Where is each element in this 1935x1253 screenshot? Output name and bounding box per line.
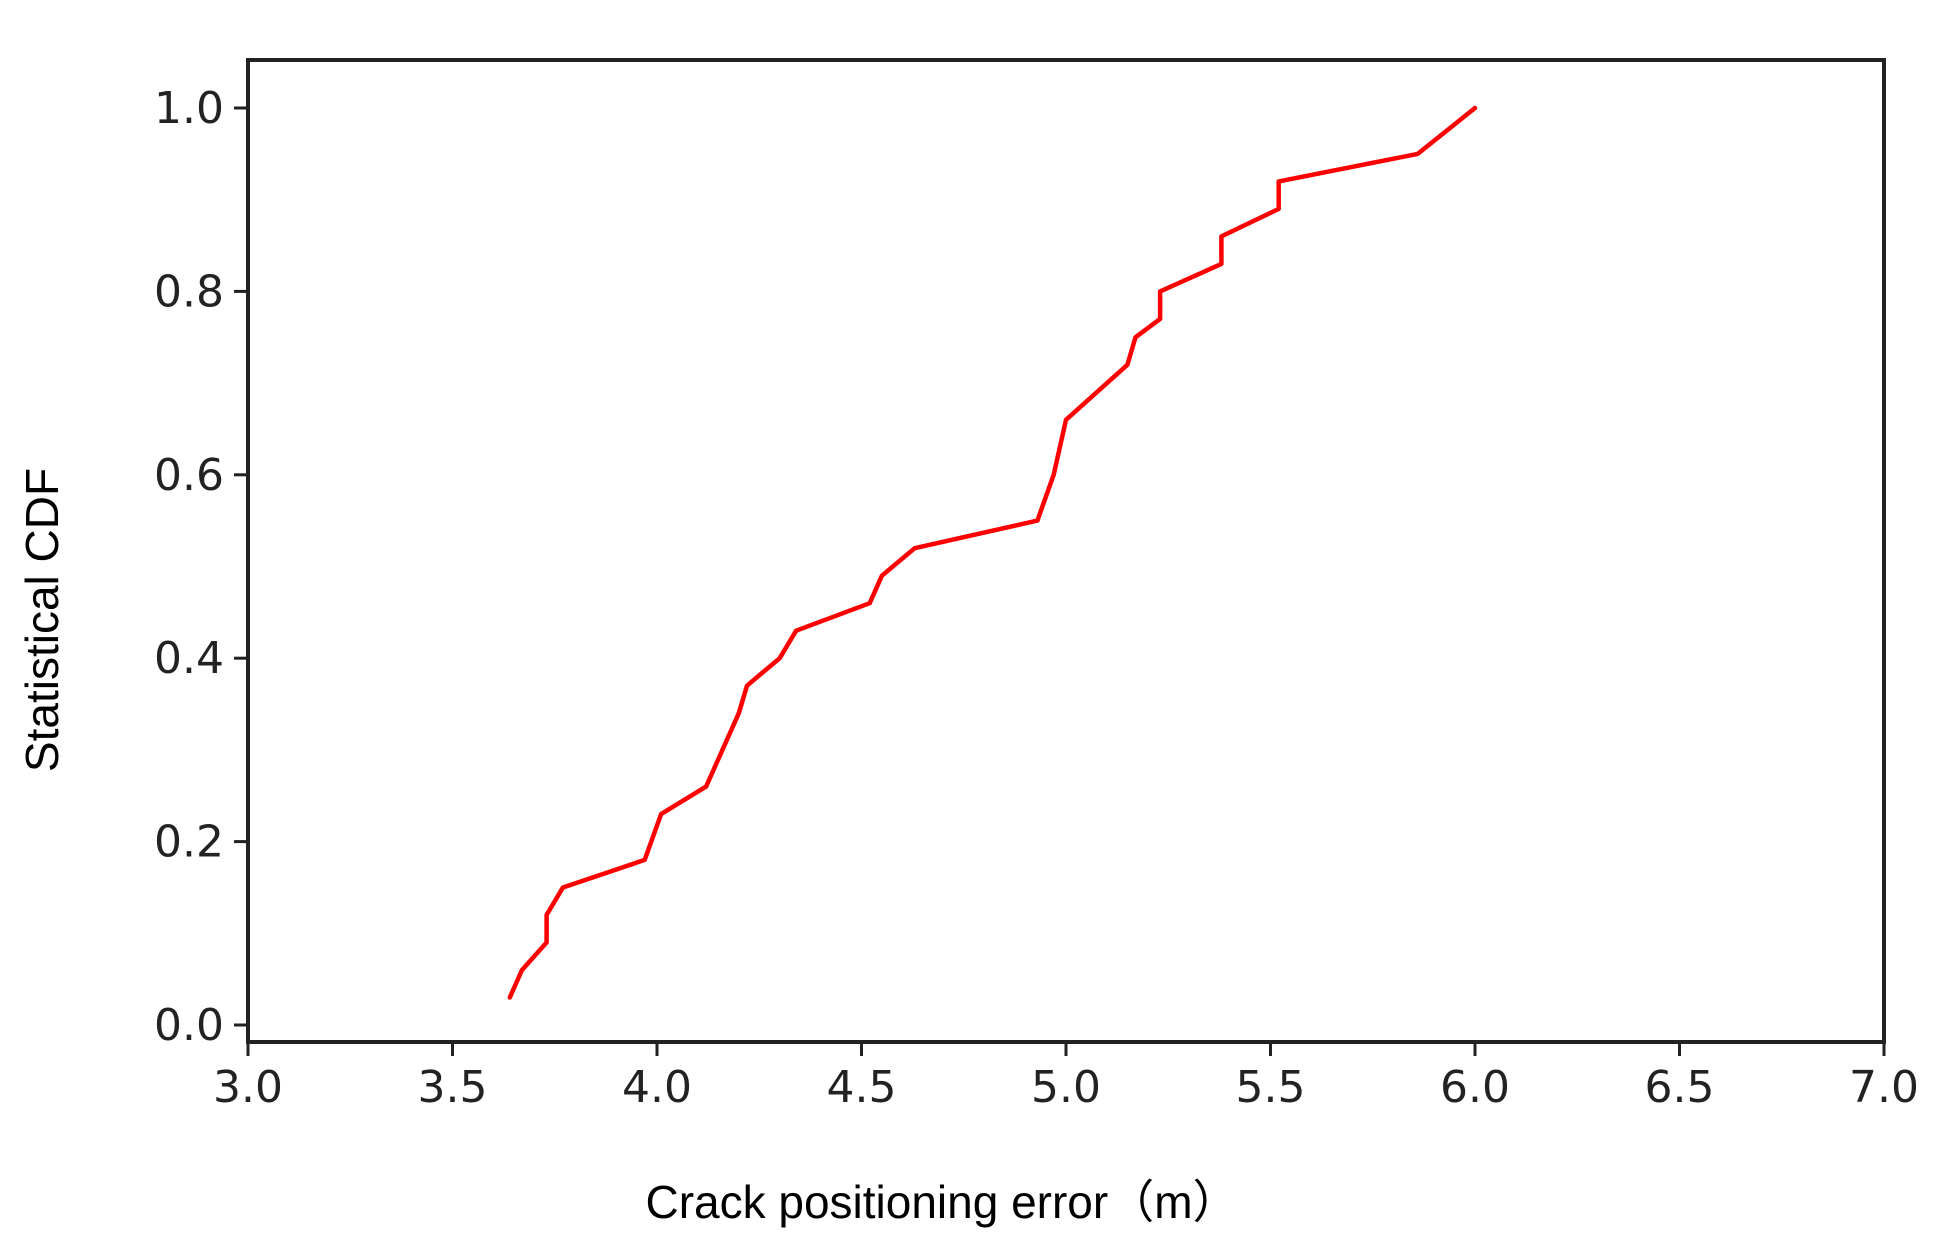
x-tick-label: 4.0 [622,1062,692,1113]
y-axis-ticks: 0.0 0.2 0.4 0.6 0.8 1.0 [154,83,248,1051]
x-tick-label: 5.5 [1236,1062,1306,1113]
x-axis-ticks: 3.0 3.5 4.0 4.5 5.0 5.5 6.0 6.5 7.0 [213,1042,1919,1113]
x-tick-label: 3.0 [213,1062,283,1113]
x-tick-label: 7.0 [1849,1062,1919,1113]
plot-area [246,58,1886,1044]
x-tick-label: 5.0 [1031,1062,1101,1113]
cdf-series-line [507,105,1478,1000]
x-tick-label: 6.0 [1440,1062,1510,1113]
x-axis-title: Crack positioning error（m） [645,1176,1238,1228]
y-tick-label: 1.0 [154,83,224,134]
y-tick-label: 0.6 [154,450,224,501]
y-tick-label: 0.8 [154,266,224,317]
y-tick-label: 0.4 [154,633,224,684]
series-layer [507,105,1478,1000]
x-tick-label: 3.5 [418,1062,488,1113]
y-tick-label: 0.2 [154,817,224,868]
x-tick-label: 6.5 [1645,1062,1715,1113]
x-tick-label: 4.5 [827,1062,897,1113]
y-tick-label: 0.0 [154,1000,224,1051]
y-axis-title: Statistical CDF [16,468,68,772]
